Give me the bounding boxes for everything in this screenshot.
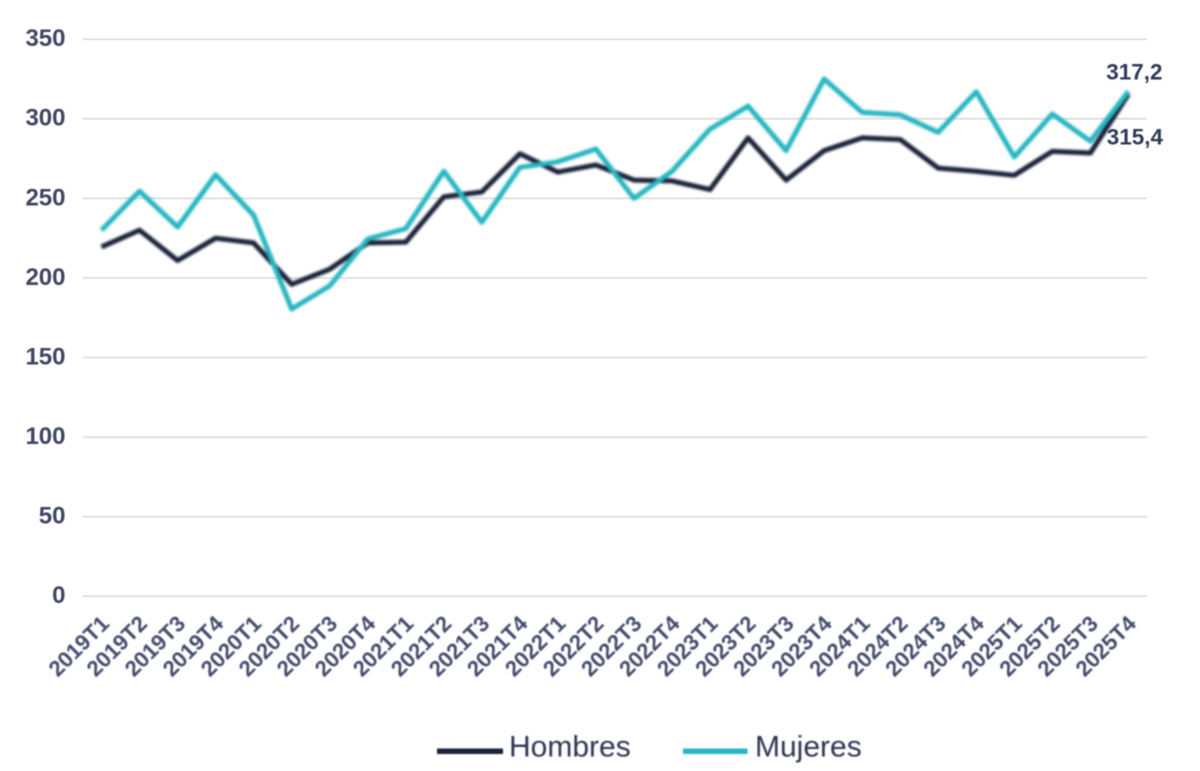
svg-text:Hombres: Hombres	[509, 731, 631, 764]
svg-text:350: 350	[25, 25, 65, 52]
svg-text:200: 200	[25, 264, 65, 291]
svg-text:150: 150	[25, 343, 65, 370]
svg-text:300: 300	[25, 105, 65, 132]
svg-text:Mujeres: Mujeres	[755, 731, 862, 764]
svg-text:50: 50	[39, 503, 66, 530]
svg-text:100: 100	[25, 423, 65, 450]
svg-text:315,4: 315,4	[1107, 125, 1164, 150]
svg-text:317,2: 317,2	[1106, 59, 1162, 84]
svg-text:0: 0	[52, 582, 65, 609]
svg-text:250: 250	[25, 184, 65, 211]
